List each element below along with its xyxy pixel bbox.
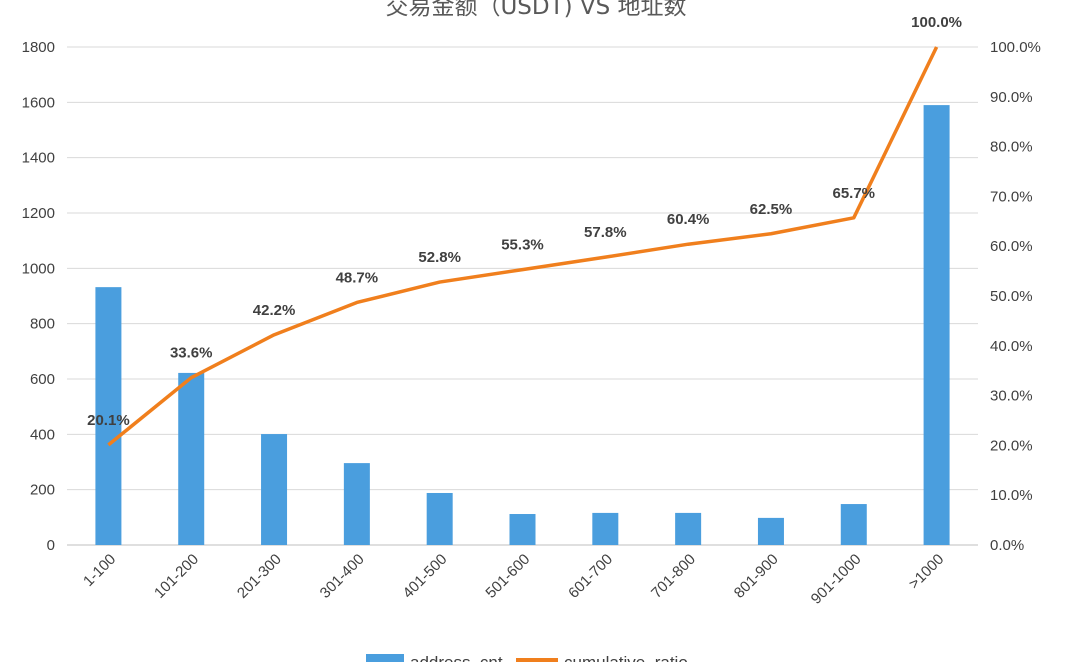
data-label: 33.6% (170, 345, 213, 362)
y-tick-label: 1000 (22, 260, 55, 277)
bar (592, 512, 619, 545)
data-label: 55.3% (501, 237, 544, 254)
y2-tick-label: 100.0% (990, 39, 1041, 56)
legend-swatch-cumulative-ratio (516, 658, 558, 662)
bar (95, 287, 122, 545)
bar (923, 105, 950, 545)
bar (509, 514, 536, 545)
y-tick-label: 400 (30, 426, 55, 443)
y2-tick-label: 50.0% (990, 288, 1033, 305)
x-tick-label: 301-400 (317, 551, 368, 602)
y-tick-label: 1400 (22, 150, 55, 167)
y2-tick-label: 60.0% (990, 238, 1033, 255)
x-tick-label: 801-900 (731, 551, 782, 602)
y2-tick-label: 40.0% (990, 338, 1033, 355)
data-label: 57.8% (584, 224, 627, 241)
y-tick-label: 1600 (22, 94, 55, 111)
bar (426, 492, 453, 545)
y2-tick-label: 20.0% (990, 437, 1033, 454)
data-label: 52.8% (418, 249, 461, 266)
y2-tick-label: 0.0% (990, 537, 1024, 554)
x-tick-label: >1000 (906, 551, 948, 593)
x-tick-label: 201-300 (234, 551, 285, 602)
x-tick-label: 901-1000 (808, 551, 865, 608)
bar (343, 463, 370, 545)
data-label: 42.2% (253, 302, 296, 319)
x-tick-label: 401-500 (400, 551, 451, 602)
y2-tick-label: 90.0% (990, 89, 1033, 106)
y-tick-label: 200 (30, 482, 55, 499)
bar (261, 434, 288, 545)
x-tick-label: 701-800 (648, 551, 699, 602)
y-tick-label: 1800 (22, 39, 55, 56)
data-label: 20.1% (87, 412, 130, 429)
data-label: 65.7% (832, 185, 875, 202)
legend: address_cnt cumulative_ratio (366, 653, 688, 662)
legend-label-address-cnt: address_cnt (410, 653, 503, 662)
bar (178, 372, 205, 545)
y-tick-label: 800 (30, 316, 55, 333)
bar (675, 512, 702, 545)
bar (840, 504, 867, 545)
x-tick-label: 601-700 (565, 551, 616, 602)
data-label: 60.4% (667, 211, 710, 228)
data-label: 62.5% (750, 201, 793, 218)
y2-tick-label: 10.0% (990, 487, 1033, 504)
y2-tick-label: 30.0% (990, 388, 1033, 405)
y2-tick-label: 70.0% (990, 188, 1033, 205)
y-tick-label: 0 (47, 537, 55, 554)
legend-label-cumulative-ratio: cumulative_ratio (564, 653, 688, 662)
y2-tick-label: 80.0% (990, 139, 1033, 156)
chart-title: 交易金额（USDT) VS 地址数 (385, 0, 686, 20)
legend-swatch-address-cnt (366, 654, 404, 662)
x-tick-label: 1-100 (80, 551, 119, 590)
y-tick-label: 1200 (22, 205, 55, 222)
y-tick-label: 600 (30, 371, 55, 388)
x-tick-label: 501-600 (482, 551, 533, 602)
data-label: 48.7% (336, 269, 379, 286)
data-label: 100.0% (911, 14, 962, 31)
x-tick-label: 101-200 (151, 551, 202, 602)
bar (757, 517, 784, 545)
